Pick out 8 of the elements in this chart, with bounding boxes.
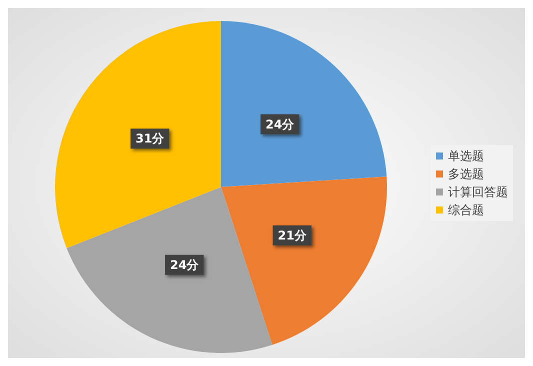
legend-label: 单选题: [448, 149, 484, 163]
data-label: 31分: [136, 132, 166, 146]
data-label: 24分: [266, 117, 296, 132]
legend-label: 计算回答题: [448, 185, 508, 199]
legend-label: 多选题: [448, 167, 484, 181]
data-label: 21分: [278, 228, 308, 242]
legend-label: 综合题: [448, 203, 484, 217]
data-label: 24分: [170, 258, 200, 272]
